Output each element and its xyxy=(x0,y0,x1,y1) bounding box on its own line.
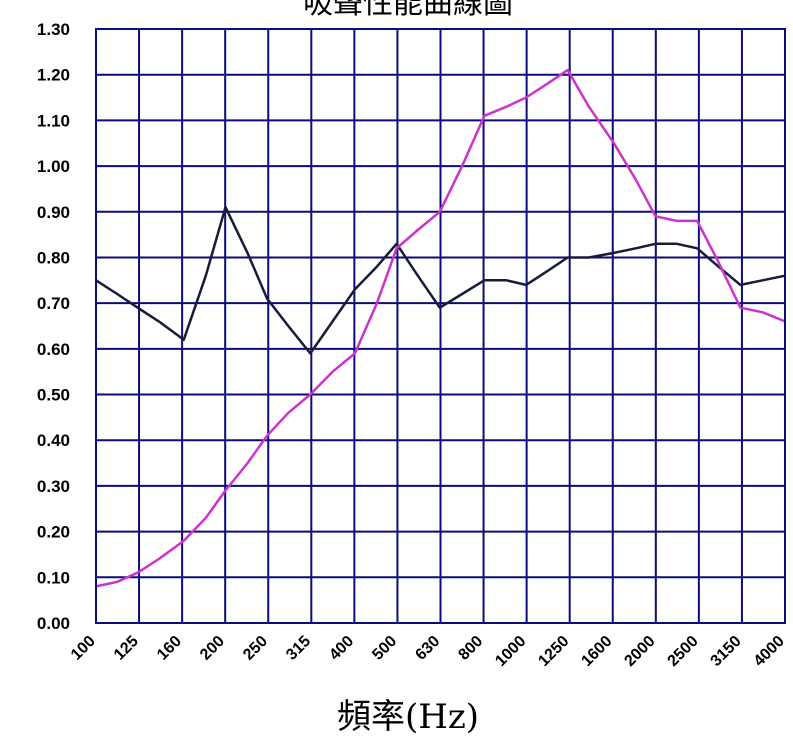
y-tick-label: 0.80 xyxy=(37,248,70,267)
y-tick-label: 0.00 xyxy=(37,614,70,633)
y-tick-label: 0.30 xyxy=(37,477,70,496)
x-tick-label: 630 xyxy=(412,633,443,664)
y-tick-label: 0.10 xyxy=(37,568,70,587)
chart-title: 吸聲性能曲線圖 xyxy=(303,0,513,21)
x-tick-label: 160 xyxy=(154,633,185,664)
y-tick-label: 0.90 xyxy=(37,203,70,222)
grid xyxy=(96,29,785,623)
x-tick-label: 3150 xyxy=(708,633,745,670)
x-tick-label: 1250 xyxy=(535,633,572,670)
x-tick-label: 250 xyxy=(240,633,271,664)
y-tick-label: 1.30 xyxy=(37,20,70,39)
y-tick-label: 0.20 xyxy=(37,523,70,542)
x-tick-label: 2000 xyxy=(621,633,658,670)
x-tick-label: 1600 xyxy=(578,633,615,670)
x-tick-label: 100 xyxy=(68,633,99,664)
x-tick-label: 2500 xyxy=(665,633,702,670)
x-tick-label: 125 xyxy=(111,633,142,664)
x-axis-label: 頻率(Hz) xyxy=(337,697,479,737)
y-tick-label: 0.60 xyxy=(37,340,70,359)
x-tick-label: 1000 xyxy=(492,633,529,670)
x-tick-label: 200 xyxy=(197,633,228,664)
x-axis-ticks: 100 125 160 200 250 315 400 500 630 800 1000 1250 16… xyxy=(68,633,788,670)
y-tick-label: 0.40 xyxy=(37,431,70,450)
y-tick-label: 1.20 xyxy=(37,66,70,85)
x-tick-label: 500 xyxy=(369,633,400,664)
x-tick-label: 800 xyxy=(455,633,486,664)
x-tick-label: 315 xyxy=(283,633,314,664)
series-line-1 xyxy=(95,205,786,355)
y-axis-ticks: 0.00 0.10 0.20 0.30 0.40 0.50 0.60 0.70 0.80 0.90… xyxy=(37,20,70,633)
series-line-2 xyxy=(95,68,786,588)
y-tick-label: 1.00 xyxy=(37,157,70,176)
y-tick-label: 1.10 xyxy=(37,111,70,130)
plot-frame xyxy=(95,28,786,624)
series-lines xyxy=(95,68,786,588)
x-tick-label: 4000 xyxy=(751,633,788,670)
y-tick-label: 0.50 xyxy=(37,386,70,405)
y-tick-label: 0.70 xyxy=(37,294,70,313)
x-tick-label: 400 xyxy=(326,633,357,664)
